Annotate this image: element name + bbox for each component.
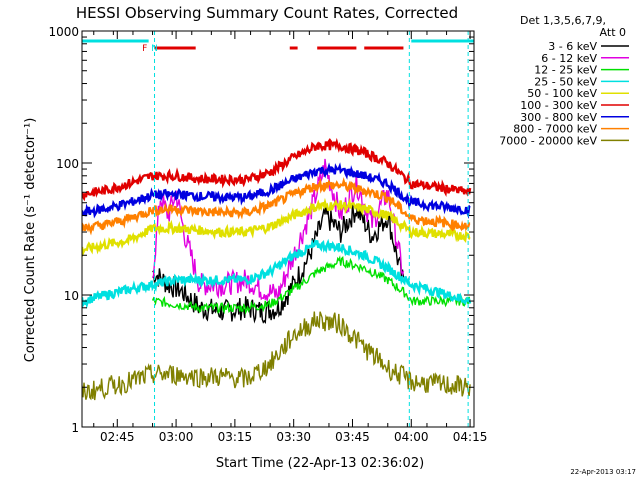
footer-date: 22-Apr-2013 03:17 <box>570 468 636 476</box>
y-tick-label: 1000 <box>48 25 79 39</box>
y-axis-label: Corrected Count Rate (s⁻¹ detector⁻¹) <box>23 118 38 363</box>
series-line-6 <box>82 162 471 220</box>
legend-label-1: 6 - 12 keV <box>541 52 597 65</box>
legend-header-line-2: Att 0 <box>600 26 626 39</box>
y-tick-label: 100 <box>56 157 79 171</box>
legend-label-3: 25 - 50 keV <box>534 75 597 88</box>
x-tick-label: 02:45 <box>100 430 135 444</box>
y-tick-label: 1 <box>71 421 79 435</box>
x-tick-label: 04:15 <box>453 430 488 444</box>
series-line-4 <box>82 197 471 258</box>
legend-label-0: 3 - 6 keV <box>548 40 597 53</box>
legend-label-7: 800 - 7000 keV <box>513 123 597 136</box>
legend-label-4: 50 - 100 keV <box>527 87 597 100</box>
x-axis-label: Start Time (22-Apr-13 02:36:02) <box>216 456 424 471</box>
plot-frame <box>81 30 475 428</box>
flag-label-1: N <box>151 44 158 54</box>
x-axis: 02:45 03:00 03:15 03:30 03:45 04:00 04:15 <box>93 31 488 444</box>
legend-label-8: 7000 - 20000 keV <box>499 134 597 147</box>
legend-label-6: 300 - 800 keV <box>520 111 597 124</box>
x-tick-label: 03:00 <box>159 430 194 444</box>
y-tick-label: 10 <box>64 289 79 303</box>
legend-label-2: 12 - 25 keV <box>534 64 597 77</box>
legend-header-line-1: Det 1,3,5,6,7,9, <box>520 14 606 27</box>
x-tick-label: 03:30 <box>276 430 311 444</box>
series-line-5 <box>82 137 472 202</box>
y-axis: 1 10 100 1000 <box>48 25 474 435</box>
x-tick-label: 03:15 <box>218 430 253 444</box>
series-line-7 <box>82 176 471 236</box>
chart-title: HESSI Observing Summary Count Rates, Cor… <box>76 4 458 22</box>
series-line-3 <box>82 238 472 309</box>
flag-label-0: F <box>142 44 147 54</box>
x-tick-label: 03:45 <box>335 430 370 444</box>
legend-label-5: 100 - 300 keV <box>520 99 597 112</box>
series-line-8 <box>82 311 471 401</box>
x-tick-label: 04:00 <box>394 430 429 444</box>
series-line-2 <box>151 255 471 315</box>
